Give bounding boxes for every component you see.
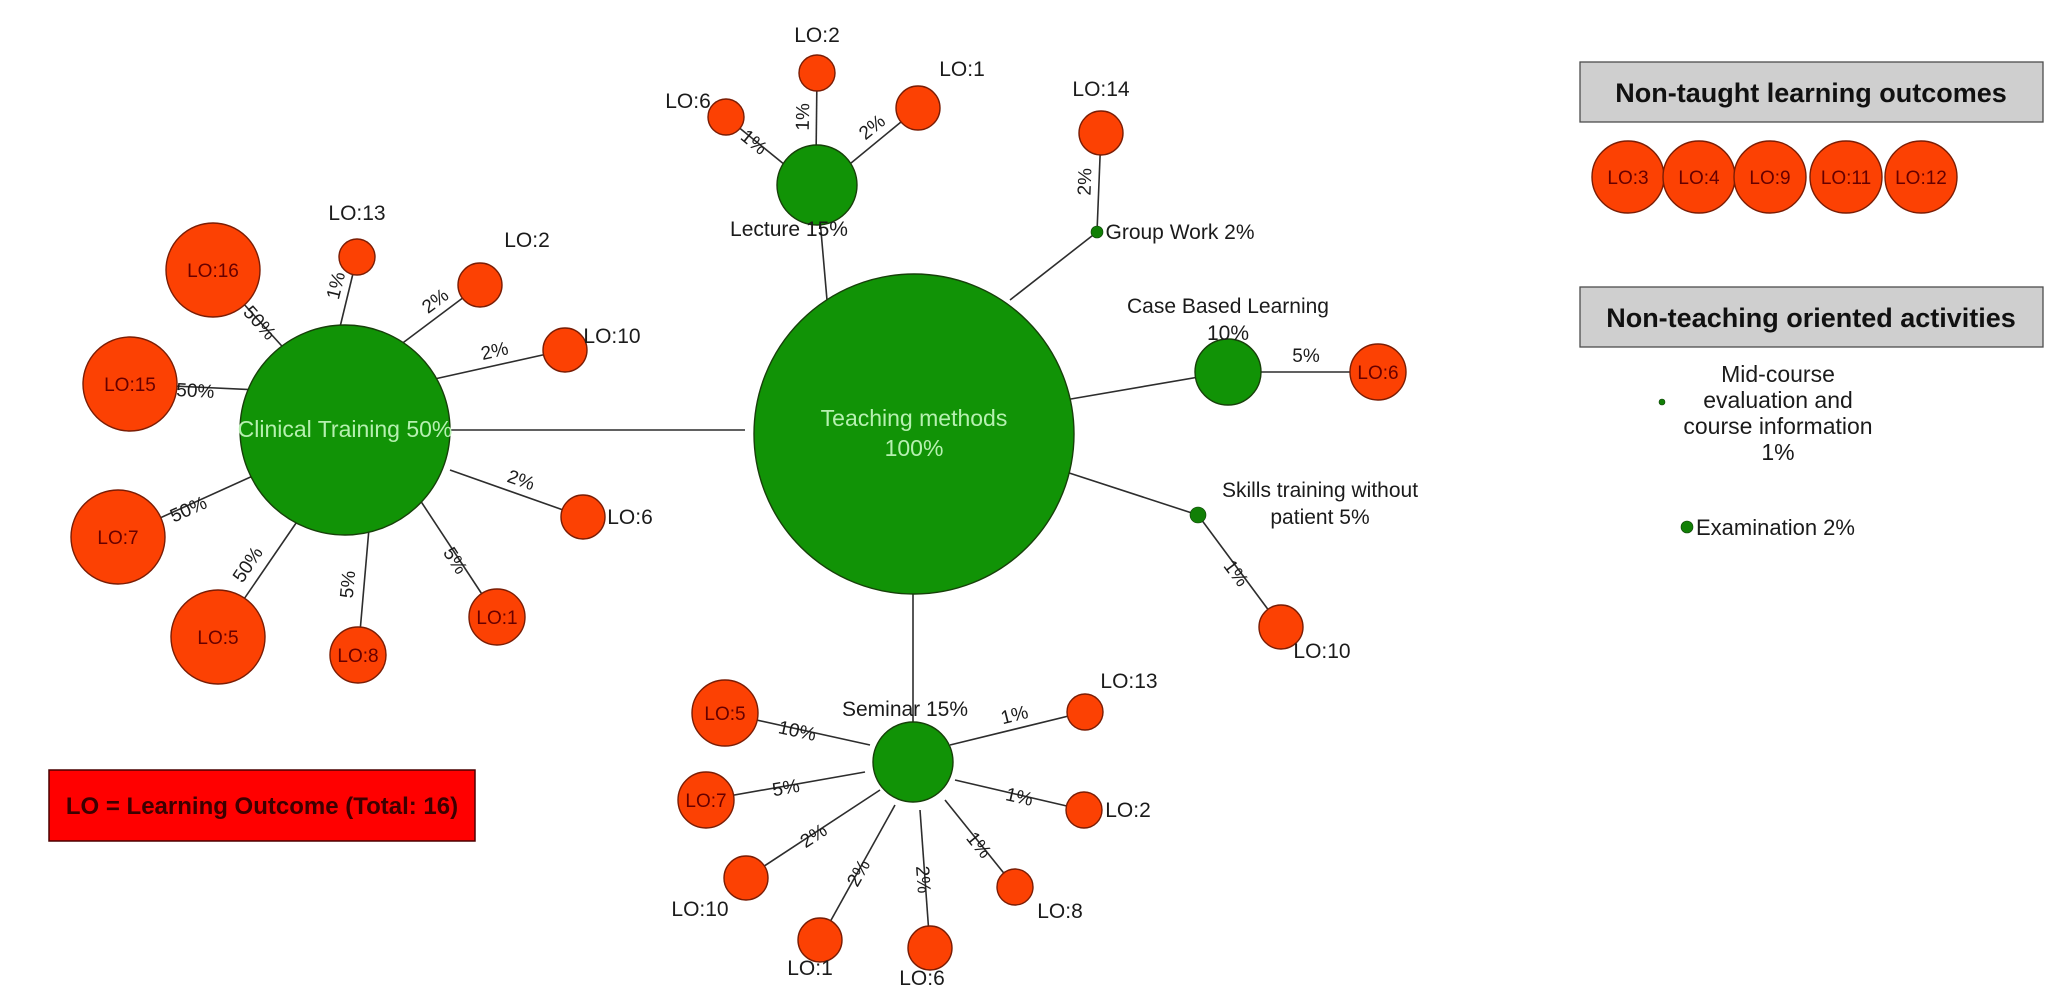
svg-text:LO:2: LO:2	[504, 229, 550, 252]
svg-text:LO:2: LO:2	[1105, 799, 1151, 822]
svg-text:Clinical Training 50%: Clinical Training 50%	[238, 416, 453, 442]
svg-text:LO:10: LO:10	[671, 898, 728, 921]
svg-text:LO:10: LO:10	[583, 325, 640, 348]
svg-text:LO:5: LO:5	[704, 704, 745, 725]
svg-text:LO:2: LO:2	[794, 24, 840, 47]
svg-text:LO:13: LO:13	[1100, 670, 1157, 693]
svg-text:LO:6: LO:6	[899, 967, 945, 990]
svg-text:LO:6: LO:6	[607, 506, 653, 529]
svg-text:LO:14: LO:14	[1072, 78, 1130, 101]
svg-text:Group Work 2%: Group Work 2%	[1106, 221, 1255, 244]
svg-text:Skills training without: Skills training without	[1222, 479, 1418, 502]
svg-text:LO:10: LO:10	[1293, 640, 1350, 663]
svg-text:Lecture 15%: Lecture 15%	[730, 218, 848, 241]
svg-text:LO:4: LO:4	[1678, 168, 1720, 189]
svg-text:course information: course information	[1683, 413, 1872, 439]
svg-text:10%: 10%	[1207, 322, 1249, 345]
svg-text:Non-teaching oriented activiti: Non-teaching oriented activities	[1606, 303, 2016, 333]
svg-text:LO:11: LO:11	[1821, 168, 1871, 189]
svg-text:LO:3: LO:3	[1607, 168, 1648, 189]
svg-text:5%: 5%	[337, 570, 360, 599]
svg-text:1%: 1%	[793, 103, 814, 131]
svg-text:LO:1: LO:1	[476, 608, 517, 629]
svg-text:LO:6: LO:6	[665, 90, 711, 113]
svg-text:Mid-course: Mid-course	[1721, 361, 1835, 387]
svg-text:Case Based Learning: Case Based Learning	[1127, 295, 1329, 318]
svg-text:2%: 2%	[1075, 168, 1097, 196]
svg-text:LO:16: LO:16	[187, 261, 239, 282]
svg-text:LO:5: LO:5	[197, 628, 238, 649]
svg-text:LO:15: LO:15	[104, 375, 156, 396]
svg-text:LO:8: LO:8	[337, 646, 378, 667]
svg-text:Examination 2%: Examination 2%	[1696, 515, 1855, 540]
svg-text:Seminar 15%: Seminar 15%	[842, 698, 968, 721]
svg-text:LO:12: LO:12	[1895, 168, 1947, 189]
svg-text:LO:6: LO:6	[1357, 363, 1398, 384]
svg-text:Non-taught learning outcomes: Non-taught learning outcomes	[1615, 78, 2007, 108]
svg-text:LO:7: LO:7	[97, 528, 138, 549]
svg-text:50%: 50%	[176, 380, 215, 403]
svg-text:patient 5%: patient 5%	[1270, 506, 1369, 529]
svg-text:LO:1: LO:1	[787, 957, 833, 980]
svg-text:5%: 5%	[1292, 346, 1320, 367]
svg-text:LO:13: LO:13	[328, 202, 385, 225]
svg-text:LO = Learning Outcome (Total:: LO = Learning Outcome (Total: 16)	[66, 793, 458, 820]
svg-text:2%: 2%	[911, 865, 934, 894]
svg-text:LO:7: LO:7	[685, 791, 726, 812]
svg-text:LO:1: LO:1	[939, 58, 985, 81]
svg-text:Teaching methods: Teaching methods	[821, 405, 1008, 431]
svg-text:100%: 100%	[885, 435, 944, 461]
svg-text:LO:8: LO:8	[1037, 900, 1083, 923]
svg-text:LO:9: LO:9	[1749, 168, 1790, 189]
svg-text:evaluation and: evaluation and	[1703, 387, 1853, 413]
svg-text:1%: 1%	[1761, 439, 1794, 465]
